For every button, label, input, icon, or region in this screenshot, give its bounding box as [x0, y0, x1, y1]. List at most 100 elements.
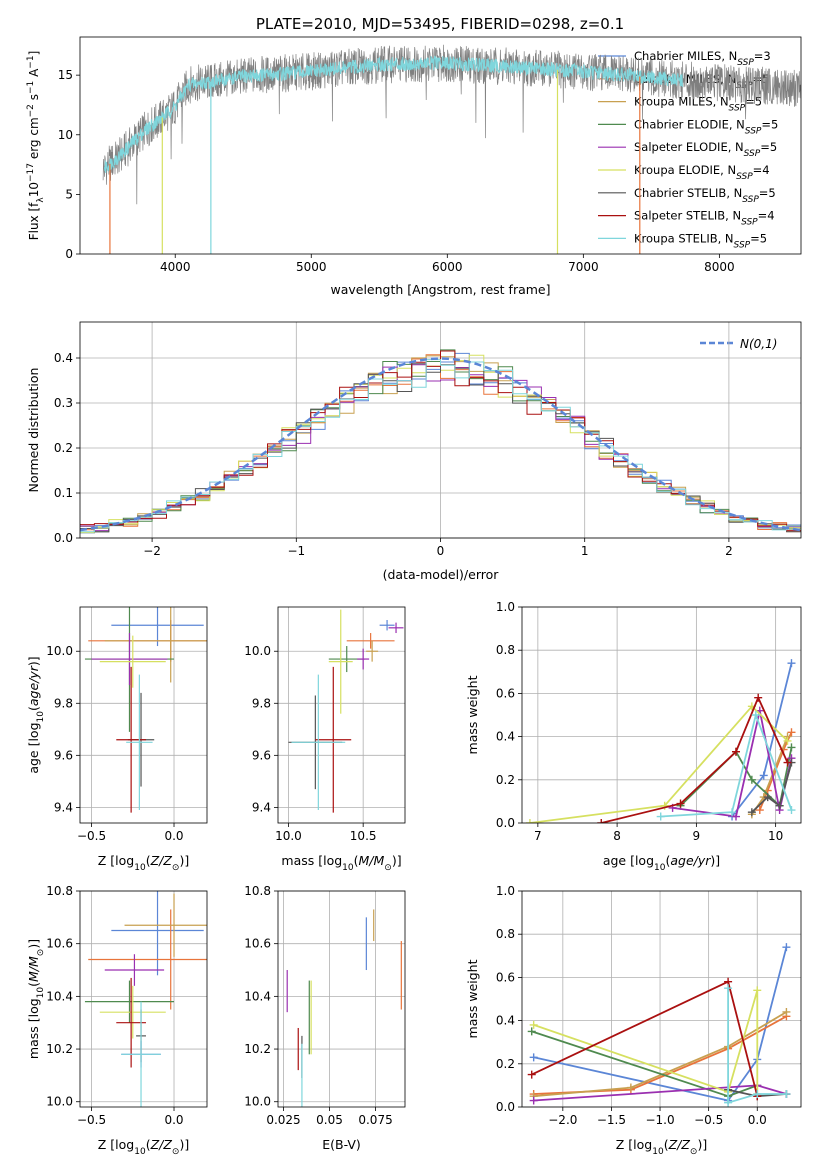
mass-weight-vs-age-marker-0-1 — [759, 771, 768, 780]
mass-vs-ebv-xtick-label: 0.075 — [358, 1113, 392, 1127]
spectrum-ytick-label: 10 — [58, 128, 73, 142]
residuals-ytick-label: 0.1 — [54, 486, 73, 500]
mass-weight-vs-z-xtick-label: −1.0 — [645, 1113, 674, 1127]
normal-curve — [80, 357, 801, 532]
mass-weight-vs-z-xtick-label: −2.0 — [548, 1113, 577, 1127]
spectrum-observed — [102, 44, 801, 205]
mass-weight-vs-z-xtick-label: 0.0 — [748, 1113, 767, 1127]
mass-weight-vs-age-marker-6-1 — [763, 793, 772, 802]
mass-weight-vs-age-marker-7-4 — [783, 758, 792, 767]
mass-vs-ebv-xtick-label: 0.025 — [266, 1113, 300, 1127]
mass-weight-vs-age-marker-0-2 — [787, 659, 796, 668]
age-vs-z-ytick-label: 9.8 — [54, 696, 73, 710]
age-vs-mass-xtick-label: 10.0 — [275, 829, 302, 843]
mass-weight-vs-z-marker-2-1 — [626, 1083, 635, 1092]
mass-vs-ebv-ytick-label: 10.0 — [244, 1095, 271, 1109]
spectrum-frame — [79, 36, 802, 255]
mass-vs-ebv-ytick-label: 10.8 — [244, 884, 271, 898]
residual-legend: N(0,1) — [700, 337, 777, 351]
mass-vs-z-axes: −0.5 0.0 10.0 10.2 10.4 10.6 10.8 — [46, 884, 207, 1127]
mass-vs-z-frame — [79, 890, 208, 1108]
mass-vs-ebv-frame — [277, 890, 406, 1108]
mass-weight-vs-z-xtick-label: −1.5 — [597, 1113, 626, 1127]
mass-vs-ebv-ytick-label: 10.6 — [244, 937, 271, 951]
mass-vs-ebv-axes: 0.025 0.05 0.075 10.0 10.2 10.4 10.6 10.8 — [244, 884, 405, 1127]
mass-vs-z-points — [84, 891, 207, 1107]
mass-vs-z-ylabel: mass [log10(M/M⊙)] — [26, 939, 46, 1059]
mass-weight-vs-age-series-6 — [751, 762, 793, 813]
residuals-ytick-label: 0.3 — [54, 396, 73, 410]
mass-weight-vs-z-marker-2-3 — [782, 1007, 791, 1016]
legend-label-4: Salpeter ELODIE, NSSP=5 — [634, 140, 777, 159]
mass-vs-z-xtick-label: −0.5 — [77, 1113, 106, 1127]
mass-weight-vs-age-marker-8-2 — [751, 711, 760, 719]
mass-weight-vs-age-marker-5-0 — [525, 819, 534, 823]
spectrum-ytick-label: 5 — [65, 187, 73, 201]
mass-weight-vs-z-xtick-label: −0.5 — [694, 1113, 723, 1127]
age-vs-z-axes: −0.5 0.0 9.4 9.6 9.8 10.0 — [46, 607, 207, 843]
mass-weight-vs-z-marker-5-2 — [753, 986, 762, 995]
mass-weight-vs-z-series-7 — [531, 980, 759, 1097]
mass-weight-vs-age-ytick-label: 0.0 — [496, 816, 515, 830]
mass-weight-vs-age-ytick-label: 0.4 — [496, 730, 515, 744]
mass-weight-vs-age-marker-7-0 — [597, 819, 606, 823]
residuals-frame — [79, 321, 802, 539]
residuals-ytick-label: 0.0 — [54, 531, 73, 545]
residuals-ytick-label: 0.4 — [54, 351, 73, 365]
residuals-axes: −2 −1 0 1 2 0.0 0.1 0.2 0.3 0.4 — [54, 322, 801, 558]
mass-vs-z-ytick-label: 10.8 — [46, 884, 73, 898]
mass-weight-vs-z-series-0 — [533, 946, 788, 1102]
age-vs-z-ytick-label: 9.6 — [54, 748, 73, 762]
age-vs-mass-ytick-label: 9.6 — [252, 748, 271, 762]
spectrum-ylabel: Flux [fλ10−17 erg cm−2 s−1 A−1] — [26, 51, 46, 241]
residuals-xtick-label: 0 — [437, 544, 445, 558]
mass-vs-z-ytick-label: 10.0 — [46, 1095, 73, 1109]
residuals-xtick-label: −1 — [287, 544, 305, 558]
spectrum-traces — [102, 44, 801, 254]
mass-weight-vs-age-series-5 — [529, 705, 789, 823]
mass-weight-vs-age-marker-1-0 — [755, 806, 764, 815]
residuals-ylabel: Normed distribution — [26, 368, 41, 493]
legend-label-0: Chabrier MILES, NSSP=3 — [634, 49, 771, 68]
age-vs-z-ylabel: age [log10(age/yr)] — [26, 656, 46, 773]
spectrum-xlabel: wavelength [Angstrom, rest frame] — [330, 282, 550, 297]
mass-weight-vs-z-ytick-label: 0.2 — [496, 1057, 515, 1071]
mass-vs-z-xlabel: Z [log10(Z/Z⊙)] — [98, 1137, 189, 1157]
age-vs-mass-ytick-label: 9.8 — [252, 696, 271, 710]
mass-weight-vs-age-xtick-label: 8 — [613, 829, 621, 843]
spectrum-xtick-label: 6000 — [432, 260, 463, 274]
mass-vs-z-ytick-label: 10.2 — [46, 1042, 73, 1056]
mass-weight-vs-age-frame — [521, 606, 802, 824]
mass-weight-vs-age-marker-7-3 — [754, 693, 763, 702]
mass-weight-vs-z-marker-7-0 — [527, 1070, 536, 1079]
spectrum-ytick-label: 15 — [58, 68, 73, 82]
mass-weight-vs-z-marker-8-3 — [782, 1090, 791, 1099]
mass-weight-vs-z-marker-0-3 — [782, 943, 791, 952]
mass-weight-vs-z-marker-4-0 — [529, 1096, 538, 1105]
age-vs-z-xtick-label: −0.5 — [77, 829, 106, 843]
age-vs-z-frame — [79, 606, 208, 824]
mass-weight-vs-age-axes: 7 8 9 10 0.0 0.2 0.4 0.6 0.8 1.0 — [496, 600, 801, 843]
legend-label-8: Kroupa STELIB, NSSP=5 — [634, 231, 767, 250]
mass-weight-vs-z-ytick-label: 0.8 — [496, 927, 515, 941]
residuals-xtick-label: 2 — [725, 544, 733, 558]
mass-weight-vs-z-xlabel: Z [log10(Z/Z⊙)] — [616, 1137, 707, 1157]
mass-weight-vs-z-ytick-label: 0.6 — [496, 970, 515, 984]
mass-weight-vs-age-marker-8-1 — [728, 808, 737, 817]
mass-weight-vs-age-marker-6-0 — [747, 808, 756, 817]
spectrum-model — [104, 55, 683, 173]
spectrum-xtick-label: 7000 — [568, 260, 599, 274]
spectrum-axes: 4000 5000 6000 7000 8000 0 5 10 15 — [58, 68, 735, 274]
age-vs-mass-ytick-label: 10.0 — [244, 644, 271, 658]
legend-n01-label: N(0,1) — [740, 337, 777, 351]
mass-weight-vs-age-marker-6-2 — [775, 801, 784, 810]
mass-weight-vs-age-marker-1-3 — [787, 728, 796, 737]
mass-vs-z-ytick-label: 10.4 — [46, 989, 73, 1003]
age-vs-z-xtick-label: 0.0 — [164, 829, 183, 843]
mass-weight-vs-age-ytick-label: 0.6 — [496, 686, 515, 700]
residuals-xtick-label: 1 — [581, 544, 589, 558]
spectrum-xtick-label: 4000 — [160, 260, 191, 274]
mass-weight-vs-age-lines — [525, 659, 796, 823]
figure-title: PLATE=2010, MJD=53495, FIBERID=0298, z=0… — [256, 15, 624, 33]
